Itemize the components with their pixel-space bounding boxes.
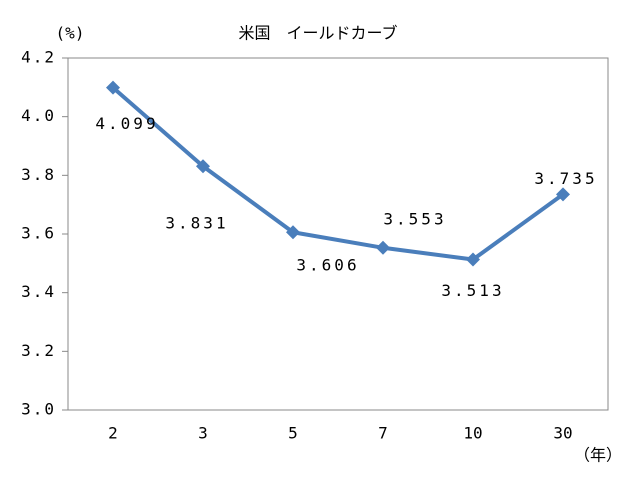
data-label: 3.831 xyxy=(165,214,228,233)
data-label: 3.735 xyxy=(534,169,597,188)
y-tick-label: 3.6 xyxy=(21,224,56,243)
y-tick-label: 3.0 xyxy=(21,400,56,419)
x-tick-label: 3 xyxy=(198,424,208,443)
marker xyxy=(196,159,210,174)
y-tick-label: 3.8 xyxy=(21,165,56,184)
y-tick-label: 4.2 xyxy=(21,48,56,67)
data-label: 4.099 xyxy=(95,114,158,133)
marker xyxy=(106,80,120,95)
x-axis-label: （年） xyxy=(574,446,622,465)
x-tick-label: 5 xyxy=(288,424,298,443)
x-tick-label: 2 xyxy=(108,424,118,443)
data-label: 3.606 xyxy=(296,256,359,275)
x-tick-label: 7 xyxy=(378,424,388,443)
y-tick-label: 3.4 xyxy=(21,282,56,301)
line xyxy=(111,86,565,262)
x-tick-label: 10 xyxy=(463,424,482,443)
marker xyxy=(556,187,570,202)
chart-title: 米国 イールドカーブ xyxy=(238,24,397,43)
data-label: 3.513 xyxy=(441,281,504,300)
data-label: 3.553 xyxy=(383,209,446,228)
marker xyxy=(466,252,480,267)
y-tick-label: 3.2 xyxy=(21,341,56,360)
y-tick-label: 4.0 xyxy=(21,106,56,125)
x-tick-label: 30 xyxy=(553,424,572,443)
y-axis-label: (%) xyxy=(56,24,85,43)
marker xyxy=(376,240,390,255)
marker xyxy=(286,225,300,240)
